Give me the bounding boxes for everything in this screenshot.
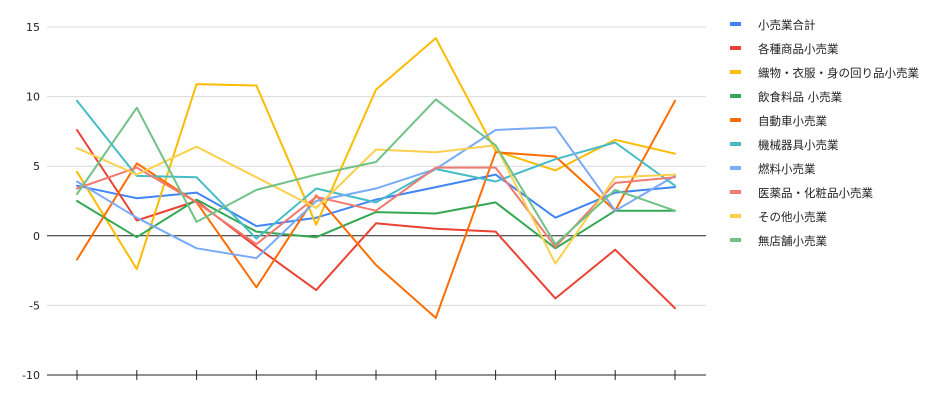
legend-swatch	[730, 118, 741, 122]
series-line	[76, 173, 676, 228]
legend-label: 織物・衣服・身の回り品小売業	[758, 66, 919, 80]
legend-swatch	[730, 94, 741, 98]
series-line	[76, 144, 676, 265]
legend-swatch	[730, 214, 741, 218]
legend-label: 医薬品・化粧品小売業	[758, 186, 873, 200]
legend-label: 各種商品小売業	[758, 42, 839, 56]
legend-label: 機械器具小売業	[758, 138, 839, 152]
legend-label: 自動車小売業	[758, 114, 827, 128]
y-tick-label: 10	[26, 91, 40, 104]
series-line	[76, 37, 676, 271]
legend-swatch	[730, 142, 741, 146]
y-tick-label: 15	[26, 21, 40, 34]
legend-swatch	[730, 70, 741, 74]
y-tick-label: 5	[33, 160, 40, 173]
legend-label: その他小売業	[758, 210, 827, 224]
legend-label: 飲食料品 小売業	[758, 90, 843, 104]
x-axis	[47, 235, 706, 380]
y-axis-tick-labels: -10 -5 0 5 10 15	[22, 21, 40, 382]
y-tick-label: 0	[33, 230, 40, 243]
legend-swatch	[730, 46, 741, 50]
series-lines	[76, 37, 676, 319]
legend-swatch	[730, 22, 741, 26]
series-line	[76, 98, 676, 246]
y-tick-label: -5	[29, 299, 40, 312]
legend-swatch	[730, 190, 741, 194]
legend-swatch	[730, 166, 741, 170]
legend-label: 無店舗小売業	[758, 234, 827, 248]
y-tick-label: -10	[22, 369, 40, 382]
legend-swatch	[730, 238, 741, 242]
series-line	[76, 129, 676, 310]
legend-label: 小売業合計	[758, 18, 816, 32]
series-line	[76, 126, 676, 260]
legend-label: 燃料小売業	[758, 162, 816, 176]
series-line	[76, 99, 676, 319]
